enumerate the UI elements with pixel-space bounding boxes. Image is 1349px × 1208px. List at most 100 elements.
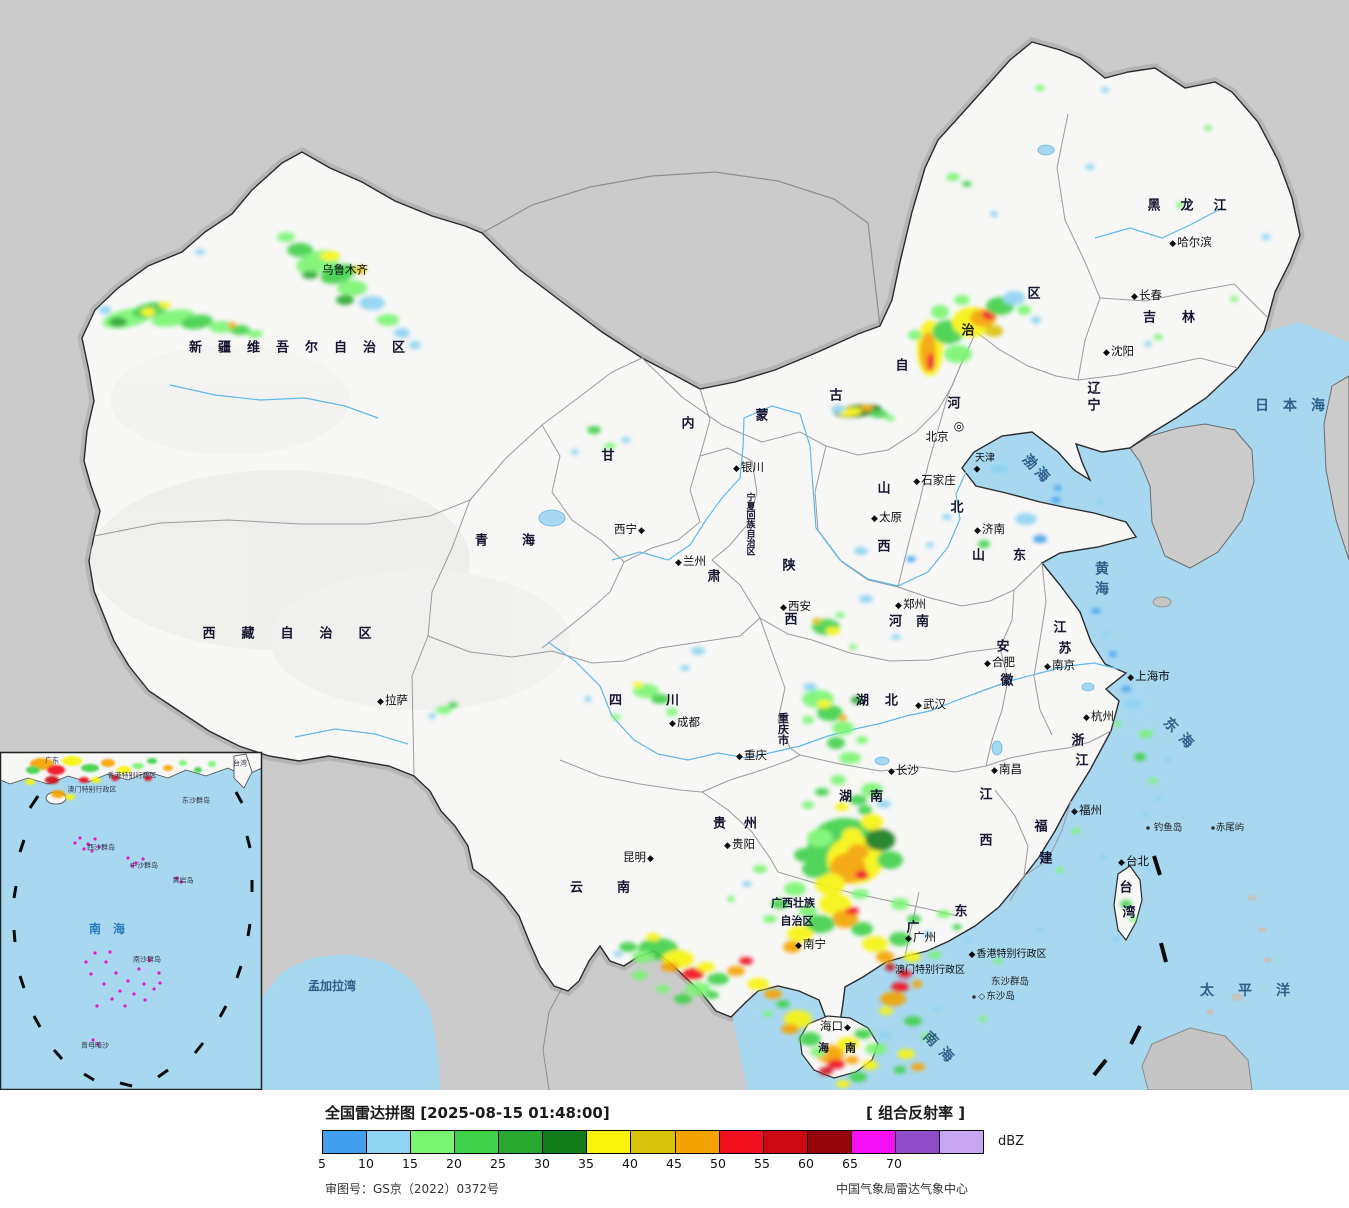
- radar-echo: [230, 325, 250, 335]
- radar-echo: [65, 794, 75, 800]
- radar-echo: [1054, 485, 1062, 491]
- radar-echo: [854, 1029, 872, 1039]
- radar-echo: [885, 963, 895, 971]
- dash-segment: [246, 923, 252, 937]
- radar-echo: [803, 683, 817, 691]
- inset-island-dot: [95, 1004, 99, 1008]
- radar-echo: [771, 899, 789, 909]
- radar-echo: [1230, 296, 1238, 302]
- radar-echo: [990, 464, 1008, 474]
- radar-echo: [1261, 234, 1271, 240]
- radar-echo: [666, 708, 678, 716]
- map-title: 全国雷达拼图 [2025-08-15 01:48:00]: [325, 1104, 610, 1122]
- radar-echo: [99, 306, 111, 314]
- radar-echo: [1109, 651, 1117, 657]
- radar-echo: [942, 514, 952, 520]
- radar-echo: [1091, 608, 1101, 614]
- map-area: 黑龙江 ◆哈尔滨 ◆长春 吉林 ◆沈阳 辽宁内蒙古自治区新疆维吾尔自治区 乌鲁木齐甘肃宁夏回…: [0, 0, 1349, 1090]
- dash-segment: [28, 795, 40, 809]
- radar-echo: [880, 992, 906, 1006]
- legend-swatch: [718, 1131, 763, 1153]
- radar-echo: [144, 775, 152, 781]
- radar-echo: [621, 437, 631, 443]
- radar-echo: [891, 634, 901, 640]
- radar-echo: [859, 595, 873, 603]
- dash-segment: [12, 885, 18, 899]
- radar-echo: [1124, 699, 1142, 709]
- radar-echo: [753, 865, 767, 873]
- legend-tick: 15: [402, 1156, 418, 1171]
- small-island-dots: [972, 826, 1215, 999]
- islet: [1247, 895, 1257, 901]
- dash-segment: [83, 1072, 95, 1082]
- radar-echo: [1056, 867, 1064, 873]
- radar-echo: [1164, 756, 1172, 762]
- radar-echo: [879, 1007, 893, 1015]
- radar-echo: [954, 295, 970, 305]
- radar-echo: [854, 547, 868, 555]
- radar-echo: [1142, 812, 1150, 818]
- radar-echo-layer: [99, 85, 1271, 1088]
- radar-echo: [862, 936, 888, 952]
- radar-echo: [826, 627, 840, 635]
- radar-echo: [47, 765, 65, 775]
- inset-island-dot: [157, 971, 161, 975]
- radar-echo: [908, 330, 922, 340]
- radar-echo: [891, 982, 909, 992]
- legend-tick: 50: [710, 1156, 726, 1171]
- radar-echo: [878, 1031, 892, 1039]
- dash-segment: [32, 1015, 42, 1028]
- radar-echo: [865, 1043, 887, 1055]
- radar-echo: [993, 958, 1003, 964]
- radar-echo: [810, 1047, 826, 1057]
- dash-segment: [193, 1042, 205, 1054]
- radar-echo: [195, 249, 205, 255]
- radar-echo: [845, 1056, 859, 1064]
- radar-echo: [353, 266, 367, 274]
- island-dot: [1211, 826, 1215, 830]
- radar-echo: [784, 1010, 812, 1028]
- radar-echo: [1148, 778, 1158, 784]
- radar-echo: [865, 829, 895, 851]
- inset-island-dot: [97, 845, 101, 849]
- inset-island-dot: [118, 989, 122, 993]
- radar-echo: [937, 910, 951, 918]
- radar-echo: [1017, 305, 1031, 315]
- dash-segment: [52, 1049, 64, 1060]
- radar-echo: [877, 800, 891, 808]
- radar-echo: [25, 779, 35, 785]
- legend-swatch: [894, 1131, 939, 1153]
- radar-echo: [1099, 854, 1107, 860]
- radar-echo: [646, 933, 660, 941]
- radar-echo: [931, 305, 949, 319]
- luzon-island: [1141, 1027, 1253, 1090]
- radar-echo: [815, 788, 829, 796]
- legend-swatch: [806, 1131, 851, 1153]
- radar-echo: [674, 994, 692, 1004]
- islet: [1231, 993, 1243, 1001]
- radar-echo: [962, 181, 972, 187]
- radar-echo: [802, 801, 814, 809]
- radar-echo: [903, 952, 921, 962]
- radar-echo: [1139, 730, 1153, 738]
- radar-echo: [320, 251, 340, 261]
- inset-island-dot: [137, 967, 141, 971]
- islet: [1258, 927, 1266, 933]
- radar-echo: [926, 542, 934, 548]
- radar-echo: [794, 848, 816, 862]
- inset-island-dot: [134, 861, 138, 865]
- radar-echo: [885, 415, 895, 421]
- radar-echo: [781, 1024, 799, 1034]
- dash-segment: [234, 791, 244, 804]
- radar-echo: [847, 844, 869, 860]
- radar-echo: [613, 951, 623, 957]
- radar-echo: [45, 776, 59, 784]
- legend-panel: 全国雷达拼图 [2025-08-15 01:48:00] [ 组合反射率 ] d…: [0, 1090, 1349, 1208]
- radar-echo: [409, 341, 421, 349]
- radar-echo: [985, 325, 1003, 337]
- inset-island-dot: [148, 958, 152, 962]
- dash-segment: [1159, 942, 1168, 963]
- radar-echo: [835, 803, 849, 811]
- producer-label: 中国气象局雷达气象中心: [836, 1182, 969, 1196]
- radar-echo: [817, 705, 843, 721]
